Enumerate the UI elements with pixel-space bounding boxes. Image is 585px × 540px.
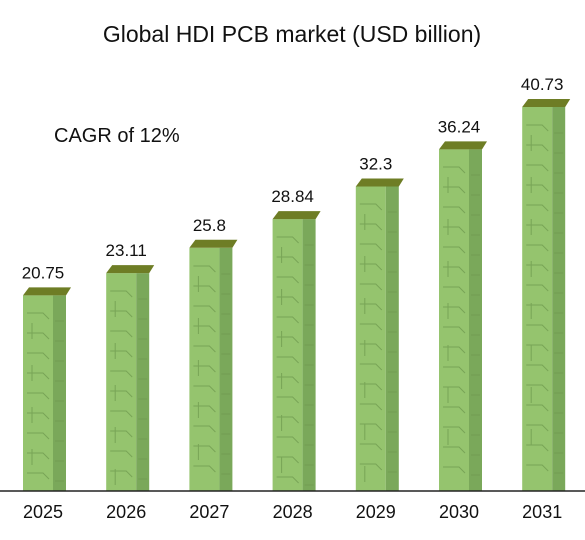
value-label-2031: 40.73 <box>521 75 564 94</box>
x-tick-2025: 2025 <box>23 502 63 522</box>
x-tick-labels-group: 2025 2026 2027 2028 2029 2030 2031 <box>23 502 562 522</box>
value-label-2025: 20.75 <box>22 263 65 282</box>
x-tick-2030: 2030 <box>439 502 479 522</box>
value-label-2027: 25.8 <box>193 216 226 235</box>
value-label-2028: 28.84 <box>271 187 314 206</box>
value-label-2030: 36.24 <box>438 117 481 136</box>
chart-title: Global HDI PCB market (USD billion) <box>103 21 481 47</box>
bar-2029 <box>355 178 404 491</box>
bar-2027 <box>189 239 238 491</box>
bar-2026 <box>106 265 155 491</box>
value-labels-group: 20.75 23.11 25.8 28.84 32.3 36.24 40.73 <box>22 75 564 282</box>
x-tick-2026: 2026 <box>106 502 146 522</box>
value-label-2029: 32.3 <box>359 154 392 173</box>
bar-2028 <box>272 211 321 491</box>
bars-group <box>23 99 571 491</box>
bar-2030 <box>439 141 487 491</box>
bar-2031 <box>522 99 571 491</box>
value-label-2026: 23.11 <box>106 241 147 260</box>
x-tick-2028: 2028 <box>273 502 313 522</box>
x-tick-2029: 2029 <box>356 502 396 522</box>
bar-2025 <box>23 287 71 491</box>
x-tick-2031: 2031 <box>522 502 562 522</box>
x-tick-2027: 2027 <box>189 502 229 522</box>
cagr-annotation: CAGR of 12% <box>54 125 180 147</box>
